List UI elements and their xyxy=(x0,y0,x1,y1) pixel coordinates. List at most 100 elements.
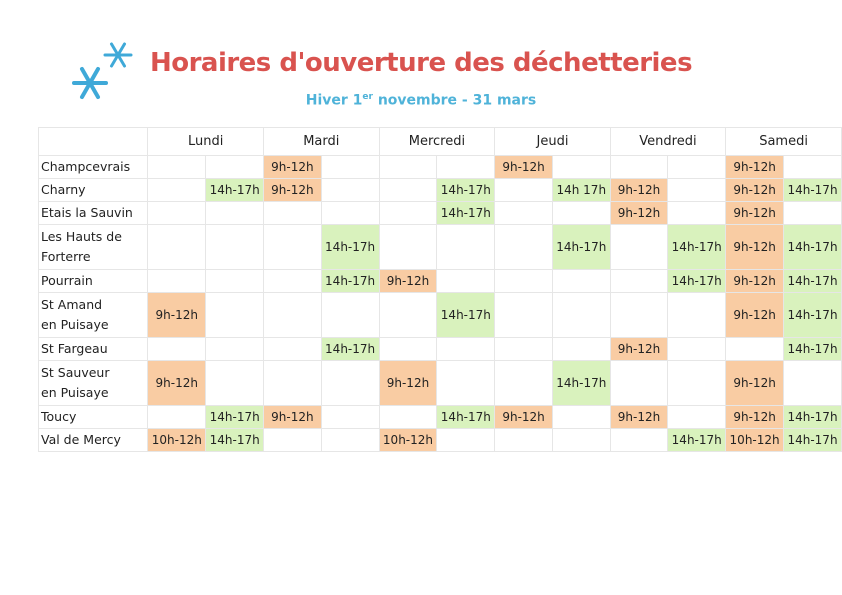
site-name: Charny xyxy=(37,178,149,202)
time-slot xyxy=(320,360,380,406)
title: Horaires d'ouverture des déchetteries xyxy=(149,48,693,78)
time-slot xyxy=(725,337,785,361)
time-slot xyxy=(609,269,669,293)
time-slot xyxy=(263,269,322,293)
time-slot: 9h-12h xyxy=(725,178,785,202)
time-slot xyxy=(263,224,322,270)
time-slot xyxy=(667,155,727,179)
time-slot xyxy=(147,155,207,179)
time-slot: 14h-17h xyxy=(320,269,380,293)
time-slot: 14h-17h xyxy=(436,201,496,225)
row: Champcevrais 9h-12h 9h-12h 9h-12h xyxy=(37,155,842,179)
time-slot xyxy=(609,155,669,179)
site-name: St Sauveur en Puisaye xyxy=(37,360,149,406)
time-slot xyxy=(147,337,207,361)
time-slot: 14h-17h xyxy=(205,178,265,202)
time-slot xyxy=(551,269,611,293)
time-slot xyxy=(667,201,727,225)
time-slot: 14h-17h xyxy=(783,269,842,293)
time-slot xyxy=(320,428,380,452)
corner-cell xyxy=(37,127,149,156)
subtitle-text: novembre - 31 mars xyxy=(372,92,537,109)
time-slot: 14h-17h xyxy=(783,292,842,338)
snowflakes xyxy=(72,42,133,99)
time-slot: 9h-12h xyxy=(494,405,553,429)
time-slot xyxy=(320,201,380,225)
time-slot xyxy=(378,405,438,429)
day-header: Vendredi xyxy=(609,127,727,156)
time-slot xyxy=(378,337,438,361)
time-slot: 9h-12h xyxy=(725,224,785,270)
time-slot xyxy=(320,405,380,429)
time-slot xyxy=(551,155,611,179)
time-slot xyxy=(783,360,842,406)
time-slot: 14h-17h xyxy=(783,405,842,429)
time-slot xyxy=(205,292,265,338)
site-name: Toucy xyxy=(37,405,149,429)
time-slot xyxy=(436,337,496,361)
time-slot xyxy=(147,178,207,202)
snowflake xyxy=(72,42,133,99)
time-slot xyxy=(378,224,438,270)
time-slot xyxy=(667,178,727,202)
time-slot xyxy=(494,269,553,293)
time-slot: 14h-17h xyxy=(436,178,496,202)
time-slot xyxy=(147,201,207,225)
time-slot: 14h-17h xyxy=(205,428,265,452)
subtitle-sup: er xyxy=(362,92,373,102)
time-slot: 14h-17h xyxy=(436,292,496,338)
time-slot: 14h-17h xyxy=(551,360,611,406)
time-slot: 14h-17h xyxy=(783,224,842,270)
time-slot xyxy=(205,201,265,225)
time-slot xyxy=(609,360,669,406)
time-slot: 14h-17h xyxy=(783,428,842,452)
time-slot xyxy=(436,269,496,293)
time-slot: 14h-17h xyxy=(551,224,611,270)
time-slot xyxy=(205,360,265,406)
time-slot: 9h-12h xyxy=(609,405,669,429)
time-slot xyxy=(551,337,611,361)
row: Pourrain 14h-17h 9h-12h 14h-17h 9h-12h 14h-17… xyxy=(37,269,842,293)
time-slot xyxy=(147,269,207,293)
row: St Sauveur en Puisaye 9h-12h 9h-12h 14h-17h… xyxy=(37,360,842,406)
row: Charny 14h-17h 9h-12h 14h-17h 14h 17h 9h-12h 9… xyxy=(37,178,842,202)
time-slot: 9h-12h xyxy=(609,201,669,225)
site-name: St Fargeau xyxy=(37,337,149,361)
time-slot xyxy=(551,405,611,429)
time-slot: 9h-12h xyxy=(609,178,669,202)
time-slot: 9h-12h xyxy=(378,360,438,406)
row: Toucy 14h-17h 9h-12h 14h-17h 9h-12h 9h-12h 9h-… xyxy=(37,405,842,429)
time-slot: 9h-12h xyxy=(725,201,785,225)
time-slot: 14h-17h xyxy=(205,405,265,429)
time-slot: 9h-12h xyxy=(263,155,322,179)
time-slot xyxy=(551,292,611,338)
time-slot xyxy=(263,292,322,338)
time-slot xyxy=(494,292,553,338)
row: Val de Mercy 10h-12h 14h-17h 10h-12h 14h-17h… xyxy=(37,428,842,452)
time-slot xyxy=(494,178,553,202)
time-slot xyxy=(205,337,265,361)
time-slot: 14h-17h xyxy=(320,337,380,361)
subtitle: Hiver 1er novembre - 31 mars xyxy=(0,92,842,109)
site-name: Pourrain xyxy=(37,269,149,293)
time-slot: 9h-12h xyxy=(725,360,785,406)
site-name: Champcevrais xyxy=(37,155,149,179)
time-slot: 10h-12h xyxy=(725,428,785,452)
time-slot xyxy=(551,201,611,225)
time-slot xyxy=(147,224,207,270)
time-slot: 9h-12h xyxy=(725,405,785,429)
day-header: Lundi xyxy=(147,127,265,156)
time-slot xyxy=(667,405,727,429)
time-slot xyxy=(320,292,380,338)
time-slot: 14h-17h xyxy=(667,428,727,452)
time-slot: 9h-12h xyxy=(725,269,785,293)
time-slot xyxy=(263,201,322,225)
time-slot: 9h-12h xyxy=(609,337,669,361)
time-slot xyxy=(609,428,669,452)
time-slot: 14h-17h xyxy=(783,178,842,202)
row: Les Hauts de Forterre 14h-17h 14h-17h 14h-1… xyxy=(37,224,842,270)
time-slot xyxy=(667,360,727,406)
time-slot xyxy=(667,292,727,338)
time-slot xyxy=(378,201,438,225)
